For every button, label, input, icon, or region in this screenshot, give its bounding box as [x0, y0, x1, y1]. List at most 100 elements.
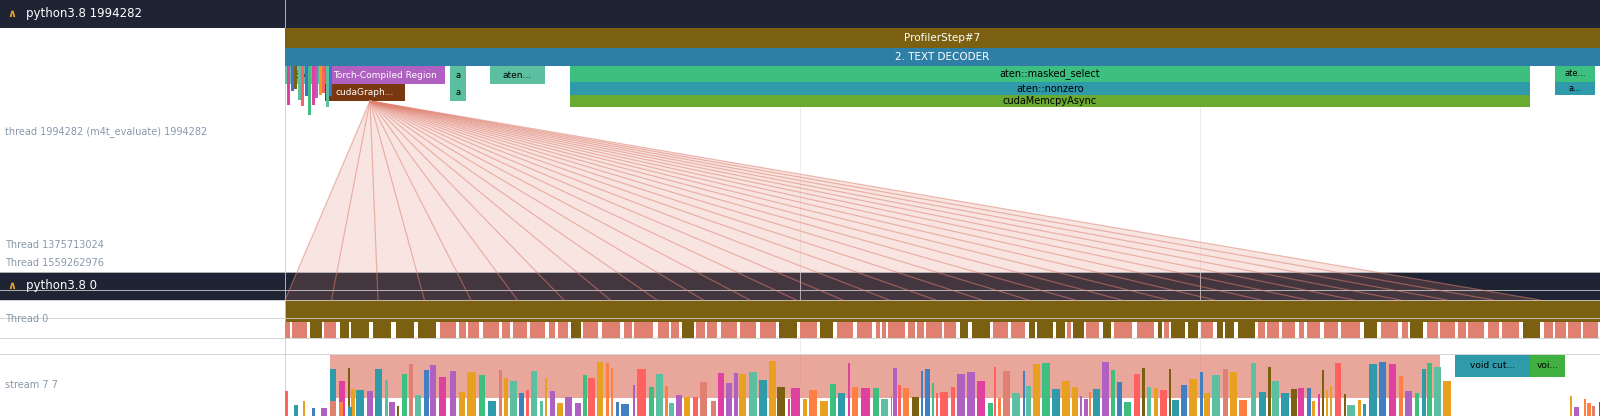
Bar	[325, 66, 445, 84]
Bar	[1555, 322, 1566, 338]
Bar	[1258, 322, 1266, 338]
Bar	[597, 362, 603, 416]
Bar	[0, 300, 1600, 338]
Bar	[1125, 402, 1131, 416]
Bar	[1104, 322, 1110, 338]
Bar	[357, 390, 365, 416]
Bar	[966, 372, 976, 416]
Bar	[1298, 388, 1304, 416]
Bar	[1443, 381, 1451, 416]
Bar	[1142, 368, 1144, 416]
Text: voi...: voi...	[1536, 362, 1558, 371]
Bar	[504, 379, 507, 416]
Text: a...: a...	[1568, 84, 1581, 93]
Bar	[438, 377, 446, 416]
Bar	[936, 393, 938, 416]
Bar	[1086, 322, 1099, 338]
Bar	[1147, 387, 1152, 416]
Bar	[1402, 322, 1408, 338]
Bar	[384, 380, 387, 416]
Bar	[483, 322, 499, 338]
Bar	[1459, 322, 1466, 338]
Bar	[912, 397, 918, 416]
Bar	[1154, 389, 1158, 416]
Bar	[397, 406, 400, 416]
Bar	[0, 236, 1600, 254]
Bar	[414, 395, 421, 416]
Text: ∧: ∧	[8, 281, 16, 291]
Bar	[624, 322, 632, 338]
Bar	[315, 66, 318, 98]
Bar	[459, 392, 464, 416]
Text: aten::nonzero: aten::nonzero	[1016, 84, 1083, 94]
Bar	[395, 322, 414, 338]
Bar	[1134, 374, 1139, 416]
Bar	[512, 322, 526, 338]
Bar	[1574, 407, 1579, 416]
Bar	[1080, 396, 1082, 416]
Bar	[1323, 322, 1338, 338]
Bar	[1358, 400, 1362, 416]
Bar	[285, 391, 288, 416]
Bar	[1163, 322, 1170, 338]
Bar	[1267, 322, 1278, 338]
Bar	[488, 401, 496, 416]
Bar	[987, 403, 992, 416]
Text: void cut...: void cut...	[1470, 362, 1515, 371]
Bar	[1544, 322, 1552, 338]
Bar	[1318, 394, 1320, 416]
Bar	[410, 364, 413, 416]
Bar	[957, 374, 965, 416]
Bar	[1222, 369, 1227, 416]
Bar	[1307, 322, 1320, 338]
Bar	[1334, 363, 1341, 416]
Bar	[1587, 403, 1590, 416]
Bar	[565, 397, 573, 416]
Bar	[312, 66, 315, 105]
Bar	[1240, 400, 1248, 416]
Bar	[1037, 322, 1053, 338]
Bar	[907, 322, 915, 338]
Bar	[302, 401, 306, 416]
Bar	[1381, 322, 1398, 338]
Bar	[670, 322, 680, 338]
Bar	[902, 388, 909, 416]
Bar	[318, 66, 322, 95]
Bar	[1090, 392, 1091, 416]
Bar	[294, 66, 298, 89]
Text: Thread 1559262976: Thread 1559262976	[5, 258, 104, 268]
Bar	[877, 322, 880, 338]
Bar	[675, 395, 682, 416]
Bar	[589, 378, 595, 416]
Bar	[307, 66, 310, 115]
Bar	[570, 66, 1530, 82]
Bar	[1067, 322, 1070, 338]
Bar	[701, 381, 707, 416]
Bar	[792, 388, 800, 416]
Bar	[304, 66, 307, 96]
Text: Thread 1375713024: Thread 1375713024	[5, 240, 104, 250]
Bar	[469, 322, 480, 338]
Bar	[0, 0, 1600, 28]
Bar	[1502, 322, 1518, 338]
Bar	[330, 401, 336, 416]
Text: ∧: ∧	[8, 9, 16, 19]
Bar	[830, 384, 835, 416]
Text: stream 7 7: stream 7 7	[5, 381, 58, 391]
Bar	[760, 322, 776, 338]
Bar	[925, 369, 930, 416]
Bar	[502, 322, 510, 338]
Bar	[760, 380, 766, 416]
Bar	[550, 391, 555, 416]
Text: 2. TEXT DECODER: 2. TEXT DECODER	[896, 52, 990, 62]
Bar	[339, 381, 346, 416]
Bar	[325, 84, 405, 101]
Bar	[994, 367, 995, 416]
Bar	[1251, 363, 1256, 416]
Bar	[1181, 385, 1187, 416]
Bar	[718, 373, 723, 416]
Bar	[312, 408, 315, 416]
Bar	[1326, 389, 1328, 416]
Bar	[632, 385, 635, 416]
Bar	[1189, 322, 1198, 338]
